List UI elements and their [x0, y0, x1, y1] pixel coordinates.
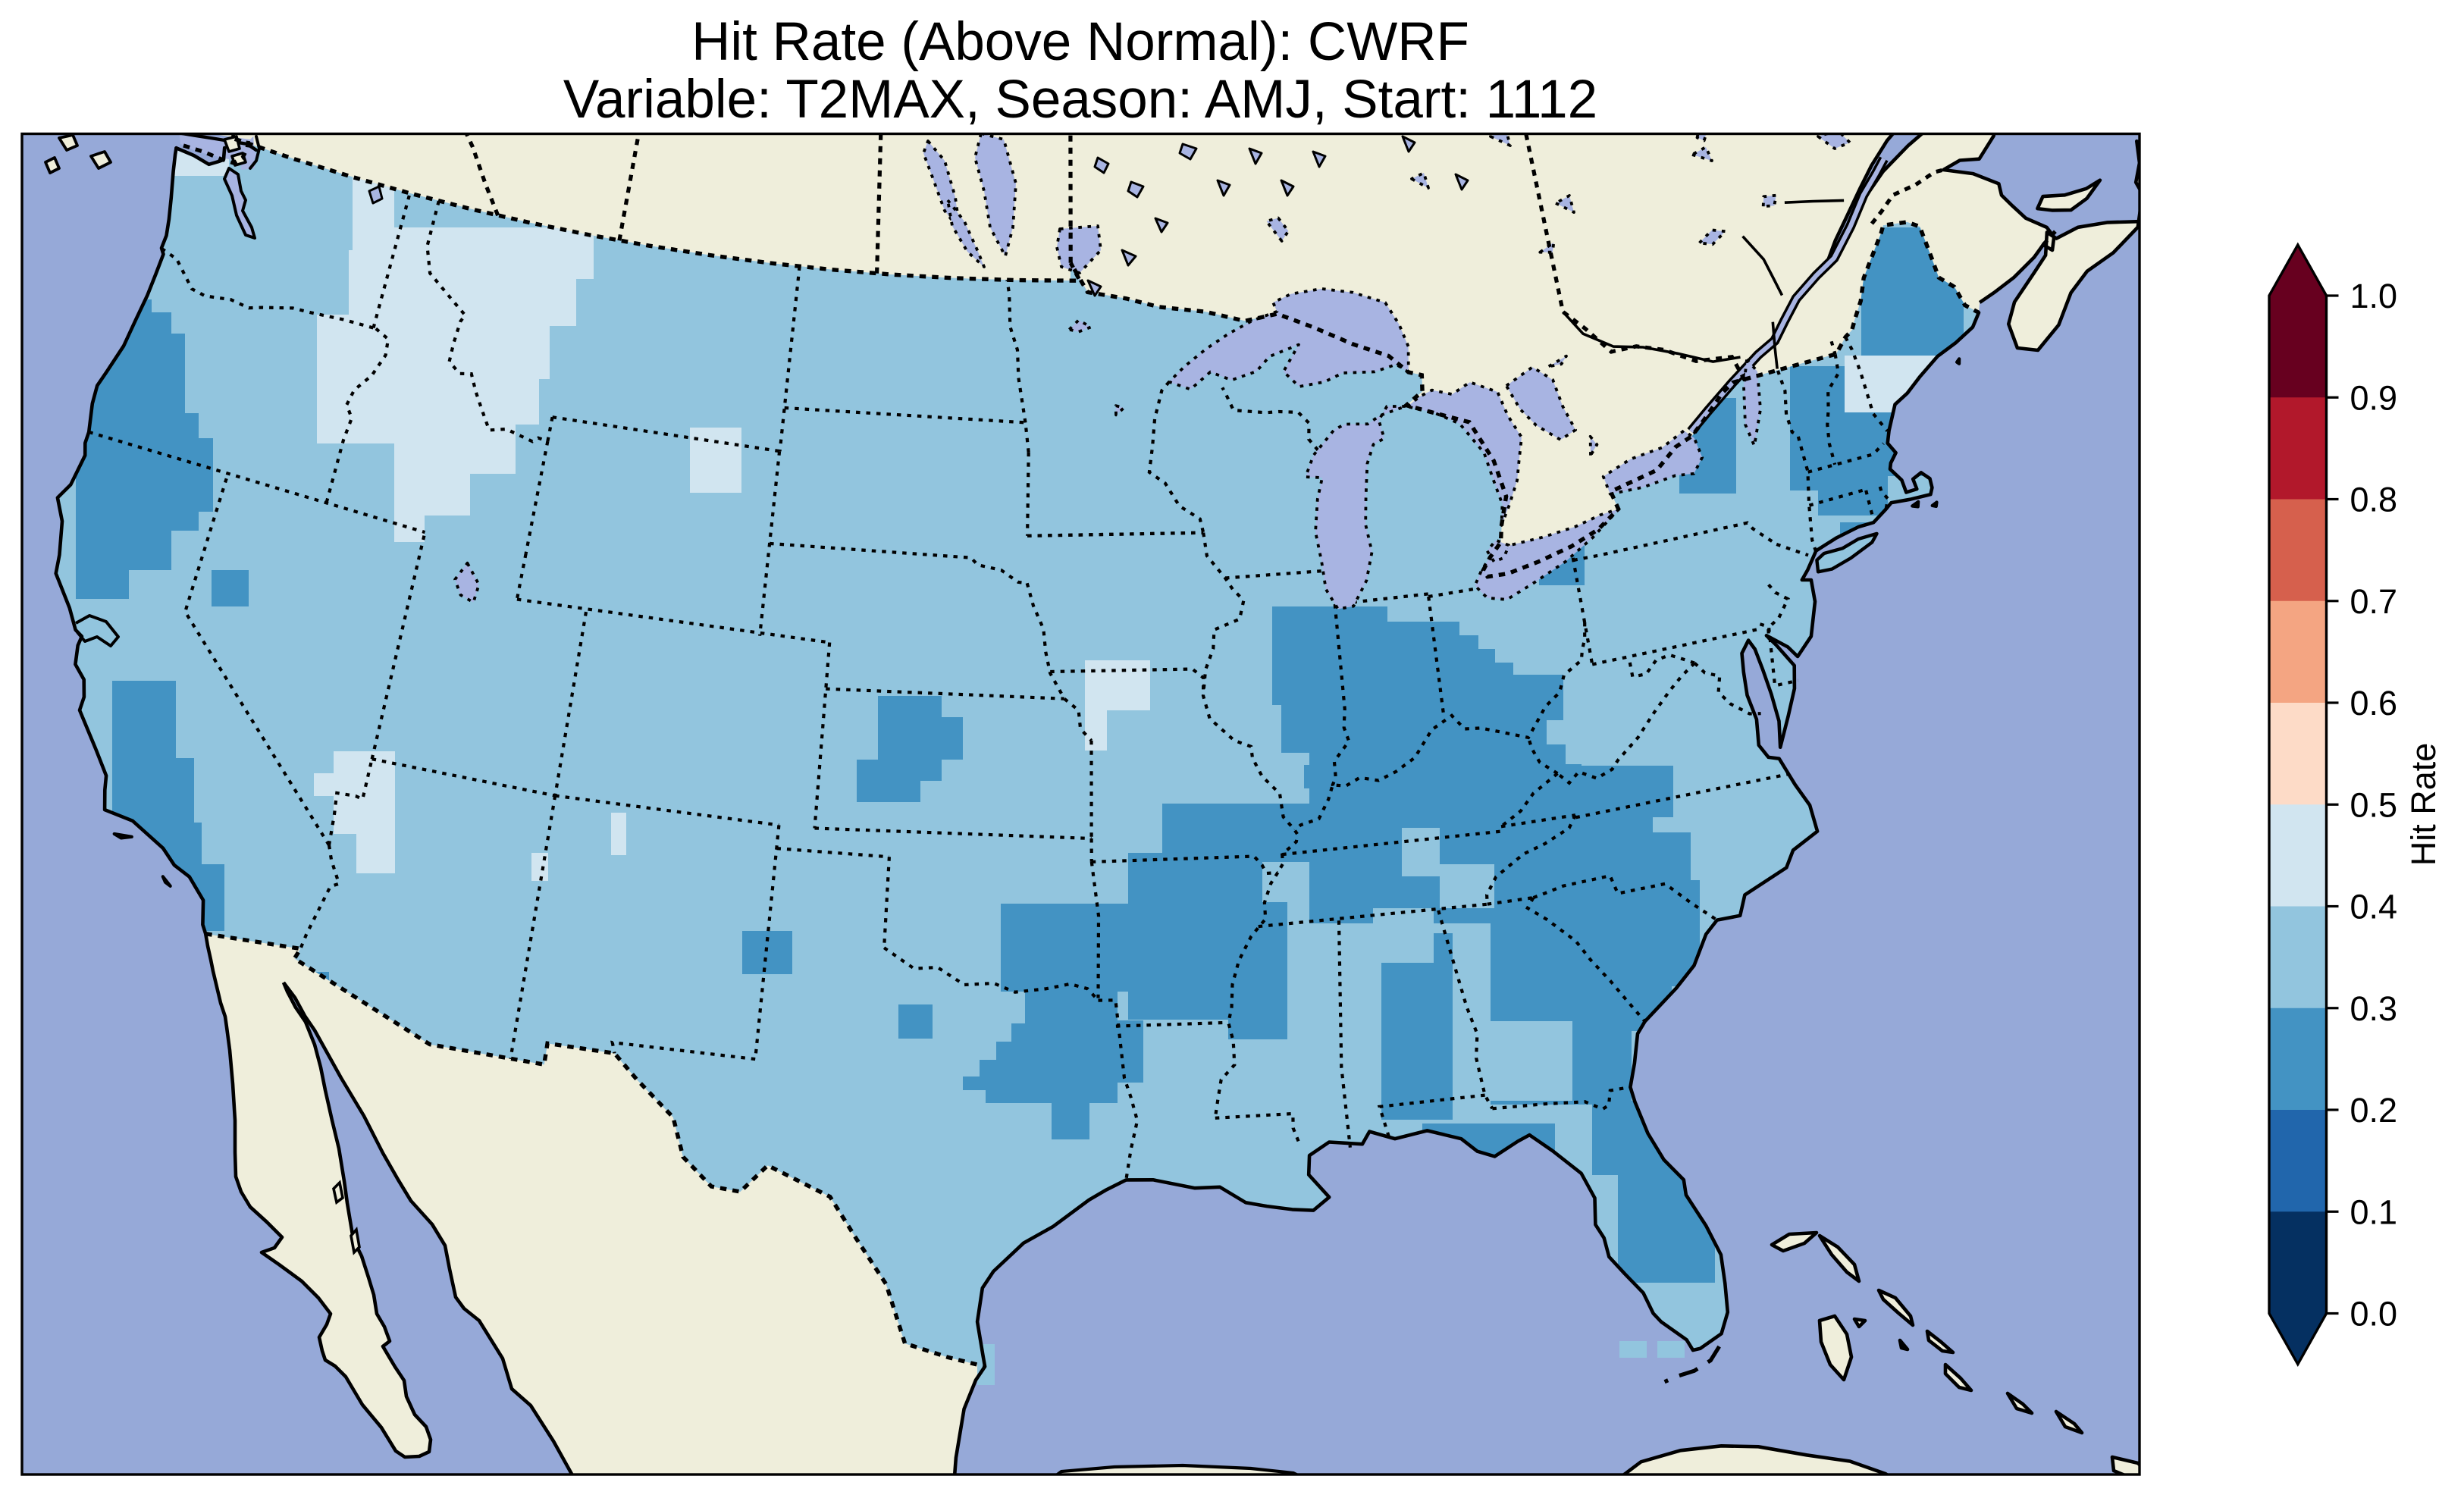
svg-text:1.0: 1.0	[2350, 277, 2398, 315]
svg-text:0.6: 0.6	[2350, 684, 2398, 722]
svg-text:0.0: 0.0	[2350, 1295, 2398, 1333]
svg-text:0.8: 0.8	[2350, 481, 2398, 519]
svg-text:Variable: T2MAX, Season: AMJ,: Variable: T2MAX, Season: AMJ, Start: 111…	[563, 70, 1597, 130]
svg-text:Hit Rate: Hit Rate	[2404, 743, 2443, 867]
svg-text:0.3: 0.3	[2350, 989, 2398, 1028]
svg-text:Hit Rate (Above Normal): CWRF: Hit Rate (Above Normal): CWRF	[691, 12, 1469, 72]
svg-text:0.9: 0.9	[2350, 378, 2398, 417]
svg-text:0.2: 0.2	[2350, 1091, 2398, 1130]
svg-text:0.5: 0.5	[2350, 785, 2398, 824]
svg-text:0.1: 0.1	[2350, 1192, 2398, 1231]
svg-text:0.4: 0.4	[2350, 888, 2398, 926]
svg-text:0.7: 0.7	[2350, 582, 2398, 621]
